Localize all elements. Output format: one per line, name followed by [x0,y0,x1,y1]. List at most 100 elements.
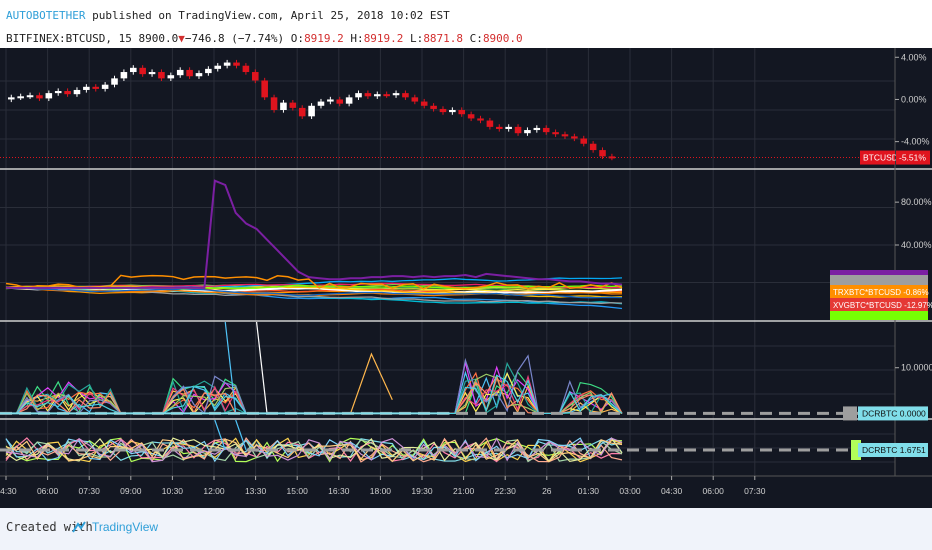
x-tick-label: 04:30 [0,486,17,496]
candle-body [64,91,71,95]
x-tick-label: 10:30 [162,486,184,496]
candle-body [83,86,90,90]
footer: Created with TradingView [0,508,932,550]
candle-body [205,68,212,74]
candle-body [233,62,240,66]
price-axis: 4.00% 0.00% -4.00% 80.00% 40.00% 10.0000 [895,52,932,373]
oscillator-peak [349,352,393,414]
altcoin-label-bg [830,298,928,311]
osc2-label-green [851,440,861,460]
candle-body [561,134,569,137]
candle-body [336,99,344,104]
candle-body [514,126,522,134]
btcusd-value: -5.51% [899,153,926,163]
price-change: −746.8 (−7.74%) [184,32,285,45]
candle-body [298,107,306,117]
candle-body [571,136,578,139]
candle-body [45,93,53,99]
candle-body [374,94,381,97]
candle-body [439,108,447,113]
candle-body [111,78,118,85]
oscillator2-spike [235,419,247,451]
candle-body [8,97,15,100]
x-tick-label: 06:00 [703,486,725,496]
candle-body [486,120,494,127]
candle-body [542,127,550,133]
candle-body [270,97,278,110]
y-tick-label: -4.00% [901,137,930,147]
last-price: 8900.0 [138,32,179,45]
x-tick-label: 09:00 [120,486,142,496]
altcoin-line-purple [6,179,623,289]
candle-body [186,69,193,77]
series-layer [0,59,895,463]
x-tick-label: 07:30 [744,486,766,496]
close-value: 8900.0 [482,32,523,45]
oscillator2-spike [214,419,226,451]
candle-body [496,126,503,129]
altcoin-label: XVGBTC*BTCUSD -12.97% [833,301,932,310]
x-tick-label: 15:00 [287,486,309,496]
oscillator2-line [5,437,623,463]
high-value: 8919.2 [363,32,404,45]
osc-label: DCRBTC 0.0000 [862,408,926,418]
candle-body [36,95,43,99]
candle-body [420,101,428,106]
candle-body [533,127,541,131]
candle-body [167,75,175,79]
oscillator2-line [5,437,623,463]
btcusd-label: BTCUSD [863,153,898,163]
grid [0,48,895,476]
candle-body [252,72,259,81]
x-tick-label: 18:00 [370,486,392,496]
candle-body [411,97,419,102]
candle-body [589,143,597,151]
candle-body [317,101,325,106]
altcoin-label: TRXBTC*BTCUSD -0.86% [833,288,929,297]
x-tick-label: 26 [542,486,552,496]
altcoin-line [5,287,623,299]
osc2-label: DCRBTC 1.6751 [862,445,926,455]
high-label: H: [343,32,364,45]
time-axis: 04:30 06:00 07:30 09:00 10:30 12:00 13:30 15:00… [0,476,766,496]
candle-body [599,150,606,157]
chart-area[interactable]: 4.00% 0.00% -4.00% 80.00% 40.00% 10.0000 BTCU… [0,48,932,508]
y-tick-label: 4.00% [901,52,927,62]
candle-body [26,95,34,98]
oscillator2-line [5,437,623,463]
candle-body [477,118,484,121]
candle-body [223,62,231,66]
candle-body [17,96,24,99]
candle-body [92,86,100,89]
candle-body [552,132,559,135]
btcusd-value-bg [896,150,930,165]
down-arrow-icon: ▼ [178,32,185,45]
x-tick-label: 06:00 [37,486,59,496]
candle-body [505,126,512,129]
x-tick-label: 01:30 [578,486,600,496]
tradingview-link[interactable]: TradingView [92,520,159,534]
candle-body [130,67,137,73]
publish-line: AUTOBOTETHER published on TradingView.co… [6,9,450,22]
candle-body [580,138,588,144]
candle-body [608,156,616,159]
x-tick-label: 07:30 [79,486,101,496]
x-tick-label: 03:00 [619,486,641,496]
low-value: 8871.8 [423,32,464,45]
y-tick-label: 80.00% [901,197,932,207]
candle-body [148,72,156,75]
panes [0,48,932,477]
candle-body [280,102,287,110]
candle-body [355,93,362,98]
price-labels: BTCUSD -5.51% TRXBTC*BTCUSD -0.86% XVGBTC*B… [830,150,932,460]
y-tick-label: 0.00% [901,94,927,104]
x-tick-label: 22:30 [495,486,517,496]
close-label: C: [463,32,483,45]
candle-body [176,69,184,76]
author-link[interactable]: AUTOBOTETHER [6,9,86,22]
candle-body [467,114,475,119]
candle-body [214,65,222,69]
candle-body [54,91,62,94]
x-tick-label: 13:30 [245,486,267,496]
candle-body [101,84,109,89]
